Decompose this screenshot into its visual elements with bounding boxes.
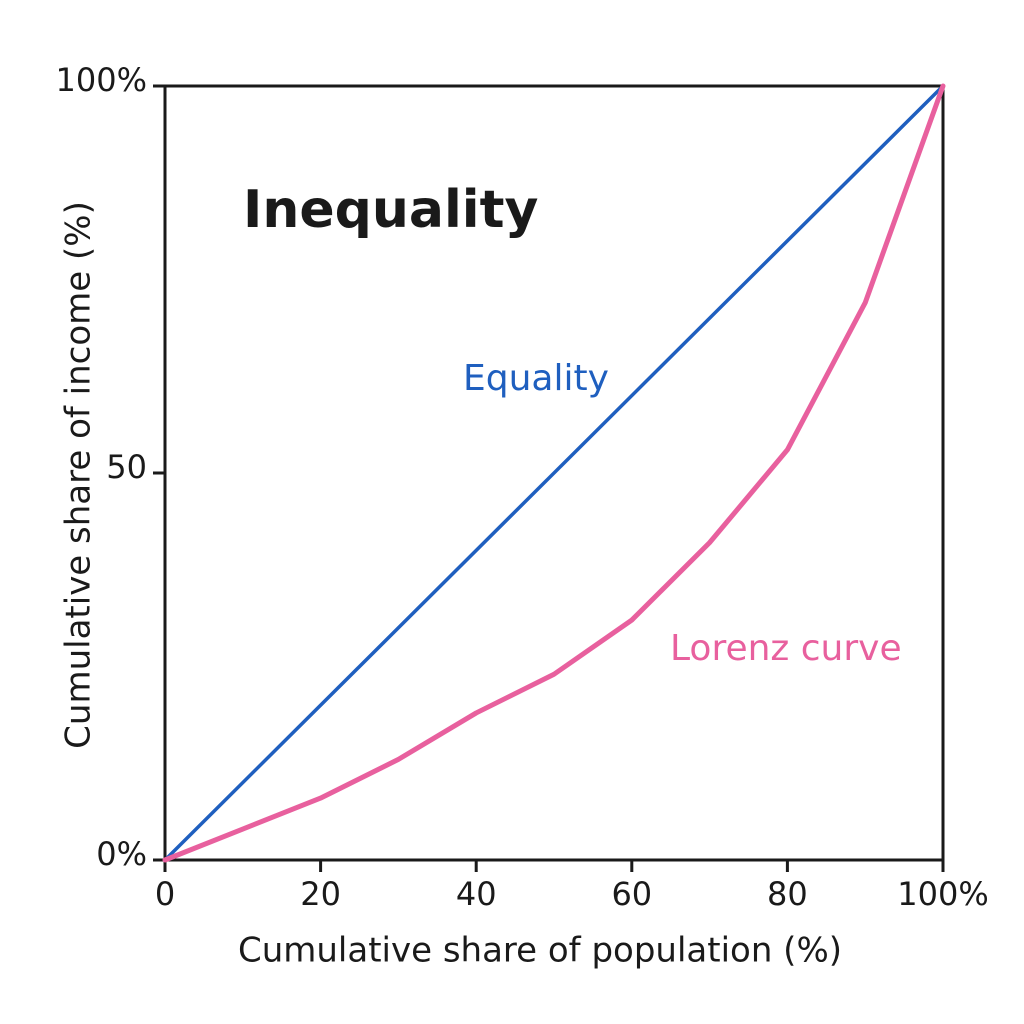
chart-title: Inequality <box>243 180 538 240</box>
y-axis-label: Cumulative share of income (%) <box>59 201 99 749</box>
x-tick-label: 0 <box>155 875 175 913</box>
y-tick-label: 0% <box>96 835 147 873</box>
series-line <box>163 84 945 862</box>
x-tick-label: 60 <box>611 875 652 913</box>
series-label: Lorenz curve <box>670 628 902 669</box>
x-axis-label: Cumulative share of population (%) <box>238 931 842 971</box>
x-tick-label: 100% <box>897 875 988 913</box>
series-label: Equality <box>463 358 609 399</box>
x-tick-label: 80 <box>767 875 808 913</box>
y-tick-label: 50 <box>106 448 147 486</box>
series-line <box>162 83 946 863</box>
x-tick-label: 40 <box>456 875 497 913</box>
x-tick-label: 20 <box>300 875 341 913</box>
y-tick-label: 100% <box>56 61 147 99</box>
